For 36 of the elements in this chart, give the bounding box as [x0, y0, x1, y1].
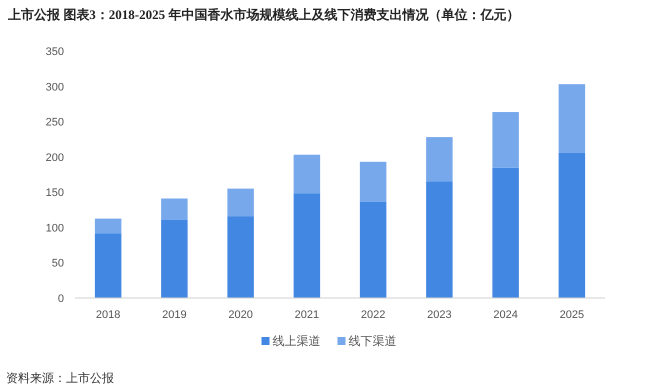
bar — [360, 202, 386, 298]
y-tick-label: 150 — [46, 187, 64, 200]
bar — [94, 218, 122, 234]
bar — [161, 198, 188, 220]
bar — [94, 233, 122, 298]
bar — [227, 188, 254, 216]
x-tick-label: 2022 — [360, 309, 386, 321]
y-tick-label: 300 — [46, 81, 64, 94]
y-tick-label: 100 — [46, 222, 64, 234]
x-tick-label: 2021 — [294, 309, 320, 321]
bar — [227, 216, 254, 298]
chart-title: 上市公报 图表3：2018-2025 年中国香水市场规模线上及线下消费支出情况（单位：亿元） — [7, 7, 520, 22]
legend-label: 线下渠道 — [348, 334, 396, 348]
bar — [426, 182, 453, 298]
bar — [558, 152, 586, 298]
bar — [294, 194, 320, 298]
text: 资料来源：上市公报 — [6, 371, 114, 385]
bar — [492, 112, 519, 168]
bar — [161, 220, 188, 298]
x-tick-label: 2024 — [493, 309, 518, 321]
y-tick-label: 0 — [58, 293, 64, 305]
x-tick-label: 2025 — [560, 309, 584, 321]
bar — [426, 137, 453, 182]
y-tick-label: 200 — [46, 152, 64, 164]
x-tick-label: 2023 — [427, 309, 452, 321]
legend-label: 线上渠道 — [272, 334, 320, 348]
x-tick-label: 2019 — [162, 309, 187, 321]
bar — [492, 168, 519, 298]
y-tick-label: 350 — [46, 46, 64, 58]
x-tick-label: 2018 — [96, 309, 120, 321]
bar — [294, 154, 320, 194]
bar — [558, 84, 586, 153]
y-tick-label: 250 — [46, 116, 64, 129]
y-tick-label: 50 — [52, 258, 64, 270]
bar — [360, 162, 386, 202]
x-tick-label: 2020 — [228, 309, 253, 321]
